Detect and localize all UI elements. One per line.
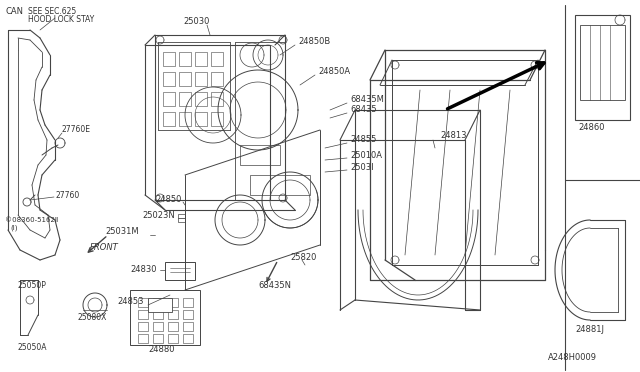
Text: 25080X: 25080X bbox=[78, 314, 108, 323]
Polygon shape bbox=[168, 310, 178, 319]
Polygon shape bbox=[195, 112, 207, 126]
Polygon shape bbox=[153, 310, 163, 319]
Text: 24830: 24830 bbox=[130, 266, 157, 275]
Polygon shape bbox=[138, 298, 148, 307]
Polygon shape bbox=[195, 92, 207, 106]
Text: 25030: 25030 bbox=[183, 17, 209, 26]
Polygon shape bbox=[163, 72, 175, 86]
Text: 68435N: 68435N bbox=[258, 280, 291, 289]
Text: 68435M: 68435M bbox=[350, 96, 384, 105]
Polygon shape bbox=[168, 334, 178, 343]
Polygon shape bbox=[148, 298, 172, 312]
Text: 24813: 24813 bbox=[440, 131, 467, 140]
Polygon shape bbox=[179, 92, 191, 106]
Polygon shape bbox=[183, 310, 193, 319]
Text: 24850A: 24850A bbox=[318, 67, 350, 77]
Polygon shape bbox=[183, 322, 193, 331]
Text: 25010A: 25010A bbox=[350, 151, 382, 160]
Polygon shape bbox=[138, 310, 148, 319]
Text: 24855: 24855 bbox=[350, 135, 376, 144]
Text: 24850: 24850 bbox=[155, 196, 181, 205]
Text: 68435: 68435 bbox=[350, 106, 376, 115]
Text: 2503I: 2503I bbox=[350, 164, 374, 173]
Polygon shape bbox=[211, 112, 223, 126]
Polygon shape bbox=[179, 52, 191, 66]
Polygon shape bbox=[130, 290, 200, 345]
Text: 25023N: 25023N bbox=[142, 211, 175, 219]
Polygon shape bbox=[153, 298, 163, 307]
Text: 24850B: 24850B bbox=[298, 38, 330, 46]
Text: 27760: 27760 bbox=[55, 190, 79, 199]
Polygon shape bbox=[211, 72, 223, 86]
Polygon shape bbox=[168, 298, 178, 307]
Polygon shape bbox=[178, 214, 185, 222]
Polygon shape bbox=[153, 334, 163, 343]
Text: 25820: 25820 bbox=[290, 253, 316, 263]
Text: (Ⅰ): (Ⅰ) bbox=[10, 225, 17, 231]
Text: 25050P: 25050P bbox=[18, 280, 47, 289]
Polygon shape bbox=[575, 15, 630, 120]
Polygon shape bbox=[163, 112, 175, 126]
Text: 27760E: 27760E bbox=[62, 125, 91, 135]
Polygon shape bbox=[179, 72, 191, 86]
Polygon shape bbox=[240, 145, 280, 165]
Text: 24881J: 24881J bbox=[575, 326, 604, 334]
Text: 24860: 24860 bbox=[578, 124, 605, 132]
Polygon shape bbox=[195, 72, 207, 86]
Polygon shape bbox=[195, 52, 207, 66]
Polygon shape bbox=[179, 112, 191, 126]
Polygon shape bbox=[153, 322, 163, 331]
Polygon shape bbox=[183, 334, 193, 343]
Polygon shape bbox=[250, 175, 310, 195]
Polygon shape bbox=[138, 322, 148, 331]
Polygon shape bbox=[168, 322, 178, 331]
Text: CAN: CAN bbox=[5, 7, 23, 16]
Text: A248H0009: A248H0009 bbox=[548, 353, 597, 362]
Polygon shape bbox=[580, 25, 625, 100]
Text: 25050A: 25050A bbox=[18, 343, 47, 353]
Text: SEE SEC.625: SEE SEC.625 bbox=[28, 7, 76, 16]
Text: 24880: 24880 bbox=[148, 346, 175, 355]
Text: HOOD LOCK STAY: HOOD LOCK STAY bbox=[28, 16, 94, 25]
Polygon shape bbox=[211, 92, 223, 106]
Text: FRONT: FRONT bbox=[90, 244, 119, 253]
Text: 25031M: 25031M bbox=[105, 228, 139, 237]
Polygon shape bbox=[183, 298, 193, 307]
Polygon shape bbox=[211, 52, 223, 66]
Polygon shape bbox=[165, 262, 195, 280]
Polygon shape bbox=[138, 334, 148, 343]
Polygon shape bbox=[163, 92, 175, 106]
Polygon shape bbox=[163, 52, 175, 66]
Text: 24853: 24853 bbox=[117, 298, 143, 307]
Text: ©08360-5162Ⅱ: ©08360-5162Ⅱ bbox=[5, 217, 58, 223]
